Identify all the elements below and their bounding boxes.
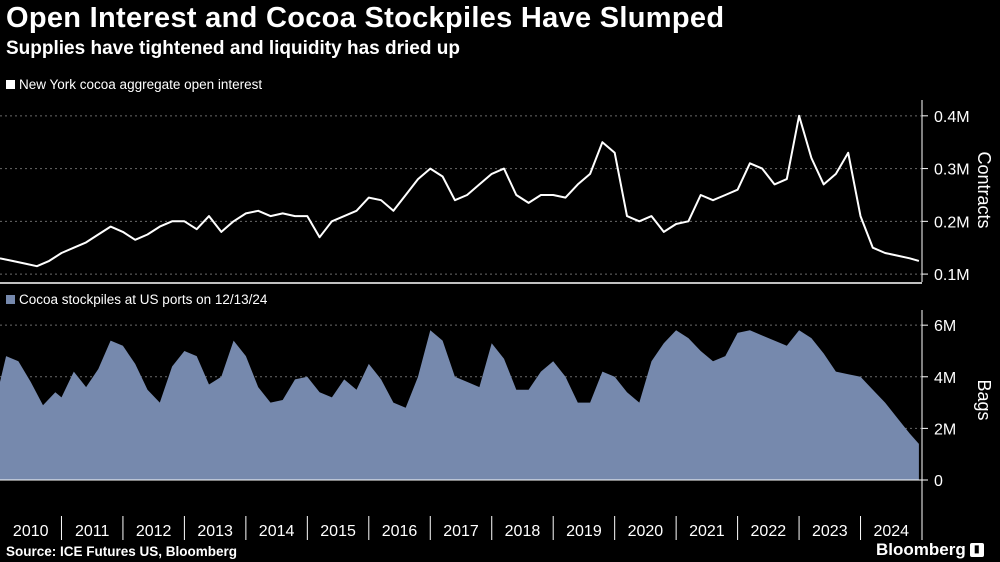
- chart-title: Open Interest and Cocoa Stockpiles Have …: [6, 2, 725, 34]
- ytick-label-top-2: 0.3M: [934, 162, 970, 179]
- legend-label-stockpiles: Cocoa stockpiles at US ports on 12/13/24: [19, 292, 268, 307]
- chart-subtitle: Supplies have tightened and liquidity ha…: [6, 38, 460, 59]
- xtick-label-2023: 2023: [812, 523, 848, 540]
- xtick-label-2021: 2021: [689, 523, 725, 540]
- legend-open-interest: New York cocoa aggregate open interest: [6, 77, 262, 92]
- source-note: Source: ICE Futures US, Bloomberg: [6, 544, 238, 559]
- bloomberg-logo-icon: ▮: [969, 543, 984, 557]
- xtick-label-2016: 2016: [382, 523, 418, 540]
- ytick-label-top-1: 0.2M: [934, 214, 970, 231]
- xtick-label-2011: 2011: [75, 523, 110, 540]
- series-line-open-interest: [0, 114, 920, 268]
- series-area-stockpiles: [0, 330, 919, 480]
- xtick-label-2022: 2022: [751, 523, 787, 540]
- bloomberg-logo-text: Bloomberg: [876, 540, 966, 559]
- xtick-label-2013: 2013: [197, 523, 233, 540]
- bloomberg-logo: Bloomberg ▮: [876, 540, 984, 560]
- ytick-label-bottom-2: 4M: [934, 370, 956, 387]
- xtick-label-2010: 2010: [13, 523, 49, 540]
- ytick-label-bottom-1: 2M: [934, 421, 956, 438]
- xtick-label-2015: 2015: [320, 523, 356, 540]
- ytick-label-bottom-3: 6M: [934, 318, 956, 335]
- y-axis-title-top: Contracts: [974, 151, 994, 228]
- legend-stockpiles: Cocoa stockpiles at US ports on 12/13/24: [6, 292, 267, 307]
- ytick-label-top-0: 0.1M: [934, 267, 970, 284]
- ytick-label-bottom-0: 0: [934, 473, 943, 490]
- legend-label-open-interest: New York cocoa aggregate open interest: [19, 77, 263, 92]
- y-axis-title-bottom: Bags: [974, 379, 994, 420]
- xtick-label-2017: 2017: [443, 523, 479, 540]
- legend-swatch-open-interest: [6, 80, 15, 89]
- xtick-label-2024: 2024: [873, 523, 909, 540]
- xtick-label-2020: 2020: [628, 523, 664, 540]
- xtick-label-2012: 2012: [136, 523, 172, 540]
- ytick-label-top-3: 0.4M: [934, 109, 970, 126]
- legend-swatch-stockpiles: [6, 295, 15, 304]
- xtick-label-2018: 2018: [505, 523, 541, 540]
- xtick-label-2014: 2014: [259, 523, 295, 540]
- xtick-label-2019: 2019: [566, 523, 602, 540]
